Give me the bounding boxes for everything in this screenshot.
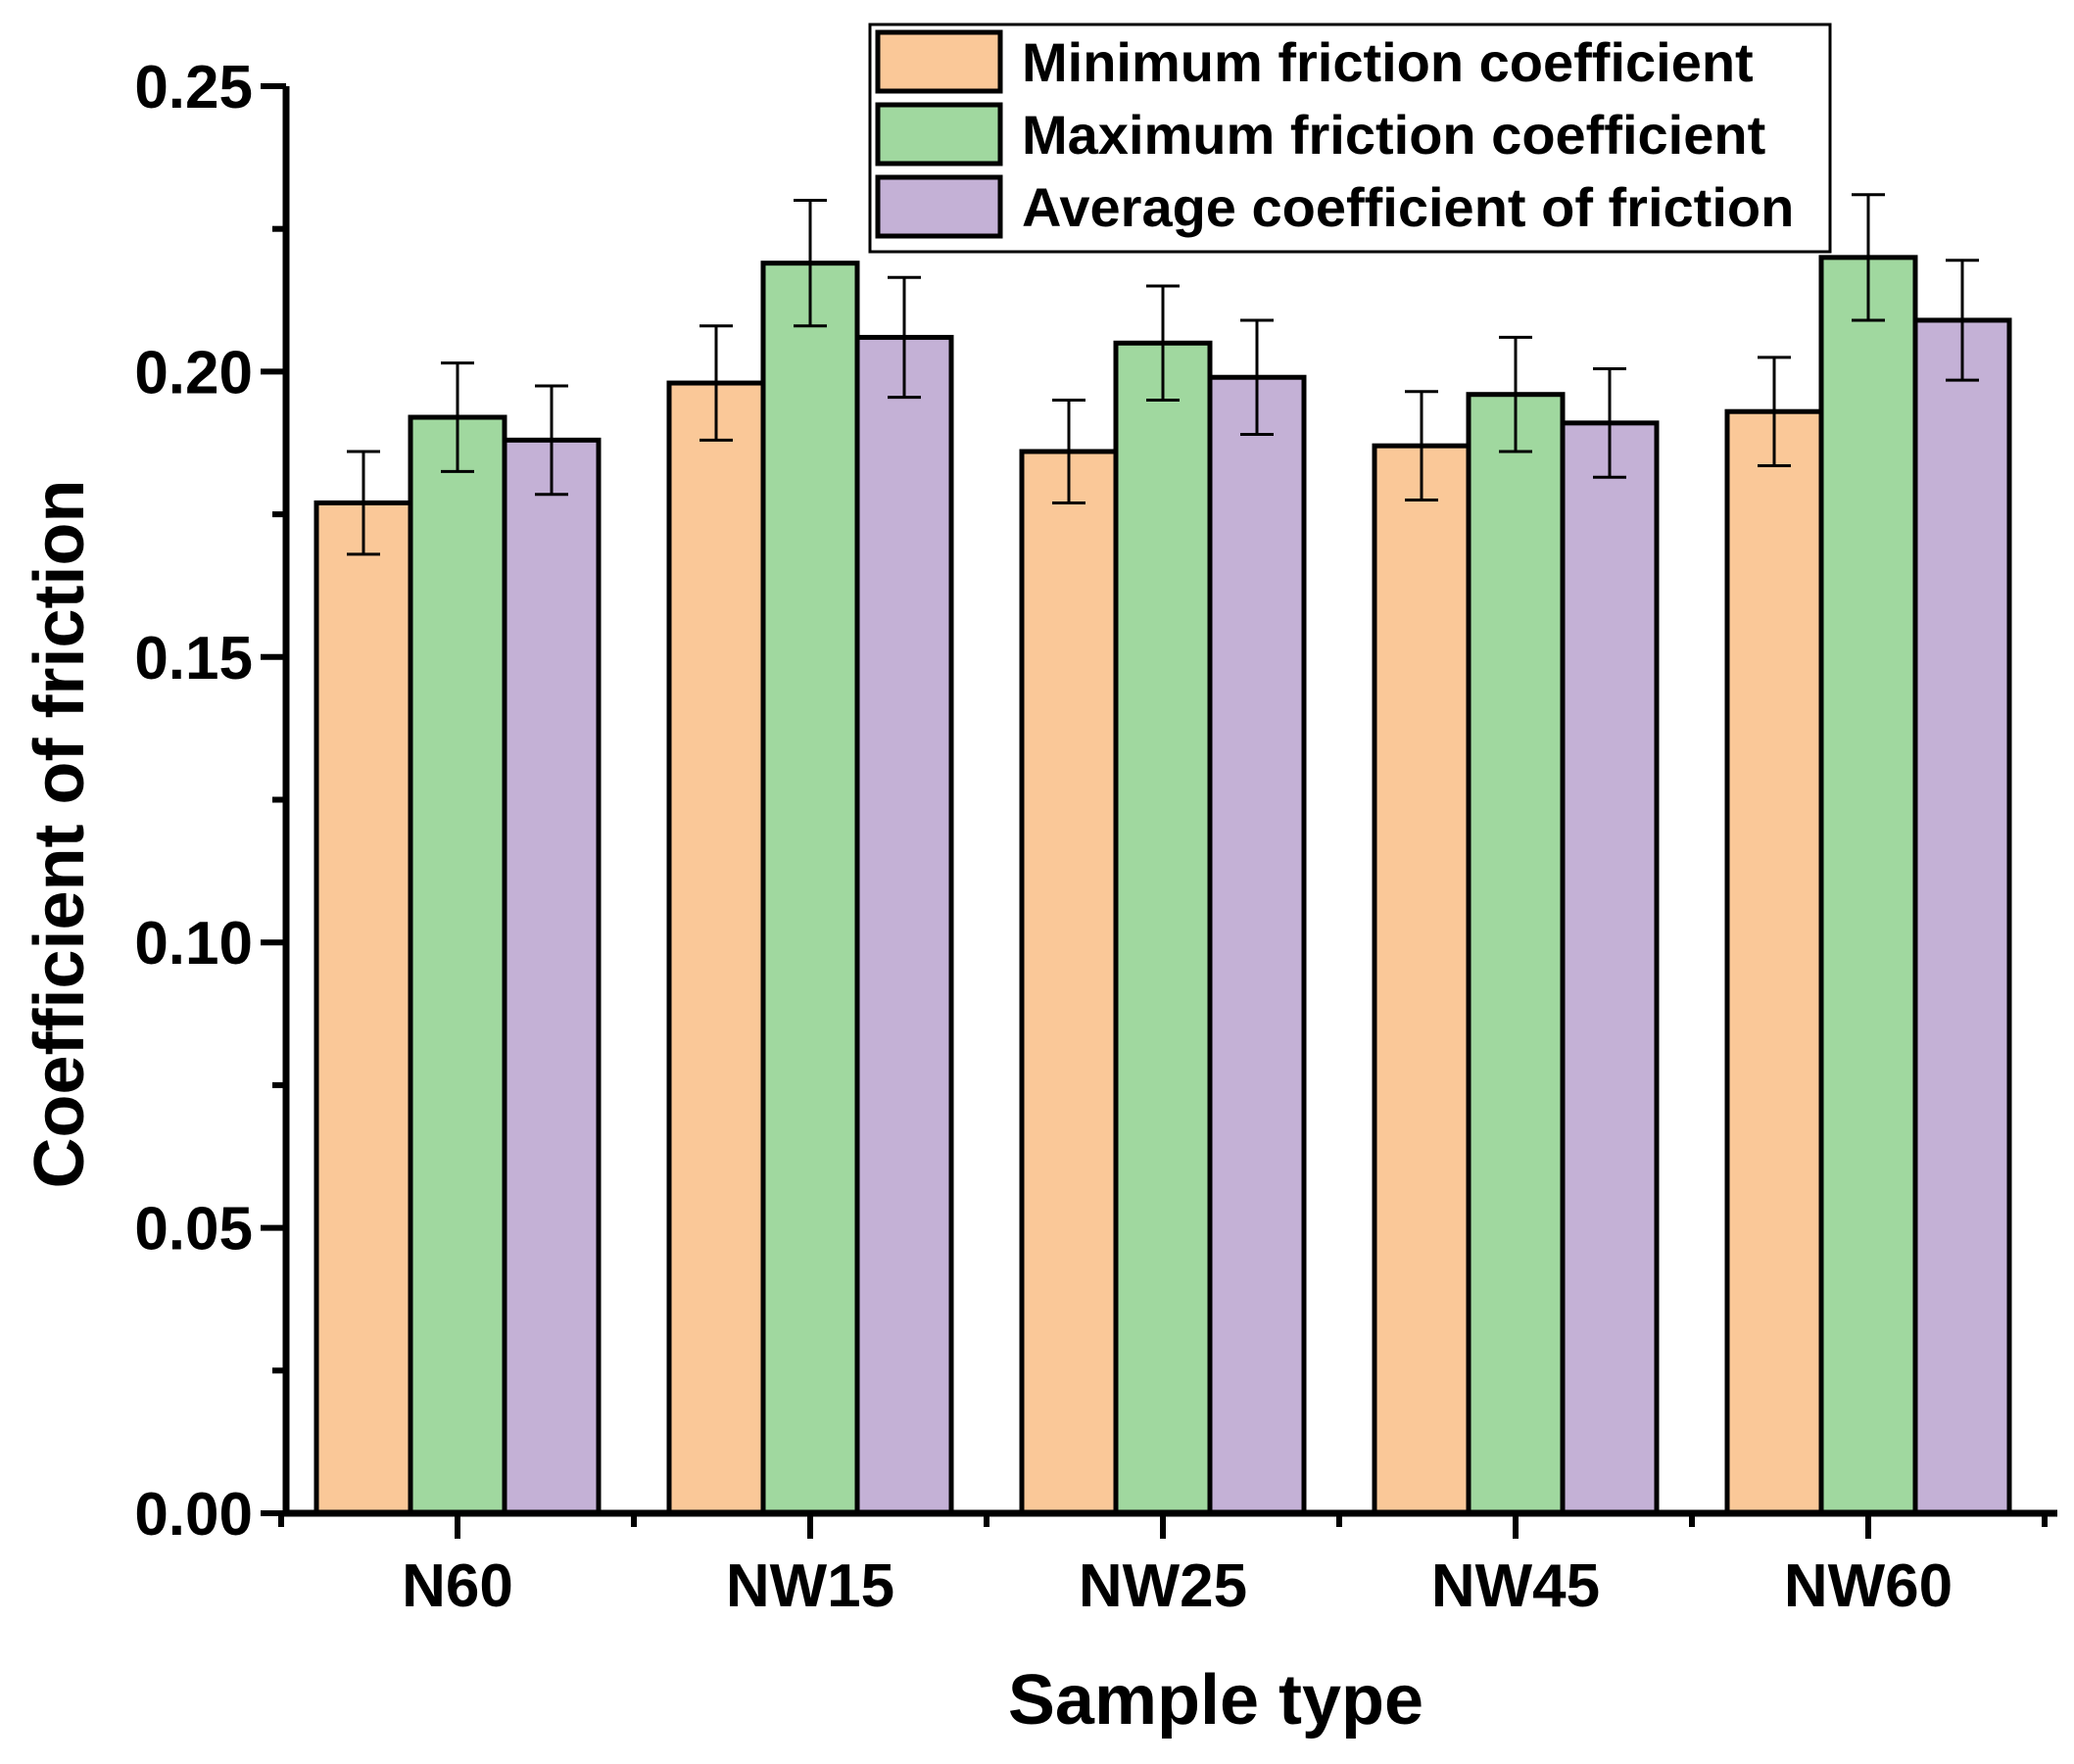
legend-label-series-3: Average coefficient of friction: [1022, 176, 1794, 238]
bar-nw45-series-3: [1560, 420, 1660, 1516]
y-tick-label: 0.00: [134, 1481, 253, 1549]
axis-titles-layer: Sample type Coefficient of friction: [21, 480, 1423, 1740]
bar-nw45-series-1: [1372, 443, 1471, 1516]
x-tick-label-nw60: NW60: [1784, 1552, 1953, 1620]
bar-nw25-series-2: [1113, 340, 1213, 1516]
bar-nw25-series-1: [1019, 449, 1119, 1516]
y-tick-label: 0.15: [134, 625, 253, 692]
y-tick-label: 0.05: [134, 1196, 253, 1263]
y-tick-label: 0.10: [134, 910, 253, 977]
legend: Minimum friction coefficient Maximum fric…: [868, 23, 1832, 254]
bar-nw25-series-3: [1207, 374, 1307, 1516]
y-axis-title: Coefficient of friction: [21, 480, 99, 1189]
bar-nw60-series-1: [1724, 408, 1824, 1516]
x-tick-label-nw25: NW25: [1079, 1552, 1247, 1620]
bars-layer: [314, 255, 2012, 1516]
x-tick-label-nw45: NW45: [1431, 1552, 1600, 1620]
legend-label-series-1: Minimum friction coefficient: [1022, 31, 1754, 93]
legend-swatch-series-1: [875, 29, 1003, 94]
bar-nw15-series-1: [666, 380, 766, 1516]
legend-label-series-2: Maximum friction coefficient: [1022, 104, 1765, 166]
legend-swatch-series-2: [875, 102, 1003, 167]
bar-nw60-series-2: [1818, 255, 1918, 1516]
bar-n60-series-3: [502, 437, 602, 1516]
bar-n60-series-2: [408, 414, 507, 1516]
tick-labels-layer: 0.00 0.05 0.10 0.15 0.20 0.25 N60 NW15 NW25 NW45 N…: [134, 54, 1953, 1620]
y-tick-label: 0.20: [134, 339, 253, 406]
x-tick-label-nw15: NW15: [726, 1552, 894, 1620]
legend-frame: [868, 23, 1832, 254]
bar-nw45-series-2: [1466, 392, 1566, 1516]
ticks-layer: [261, 83, 2048, 1539]
x-axis-title: Sample type: [1008, 1661, 1423, 1740]
bar-nw60-series-3: [1912, 317, 2012, 1516]
error-bars-layer: [347, 193, 1979, 556]
y-tick-label: 0.25: [134, 54, 253, 121]
bar-n60-series-1: [314, 500, 413, 1516]
bar-nw15-series-2: [760, 261, 860, 1516]
bar-nw15-series-3: [854, 334, 954, 1516]
legend-swatch-series-3: [875, 174, 1003, 239]
x-tick-label-n60: N60: [402, 1552, 513, 1620]
